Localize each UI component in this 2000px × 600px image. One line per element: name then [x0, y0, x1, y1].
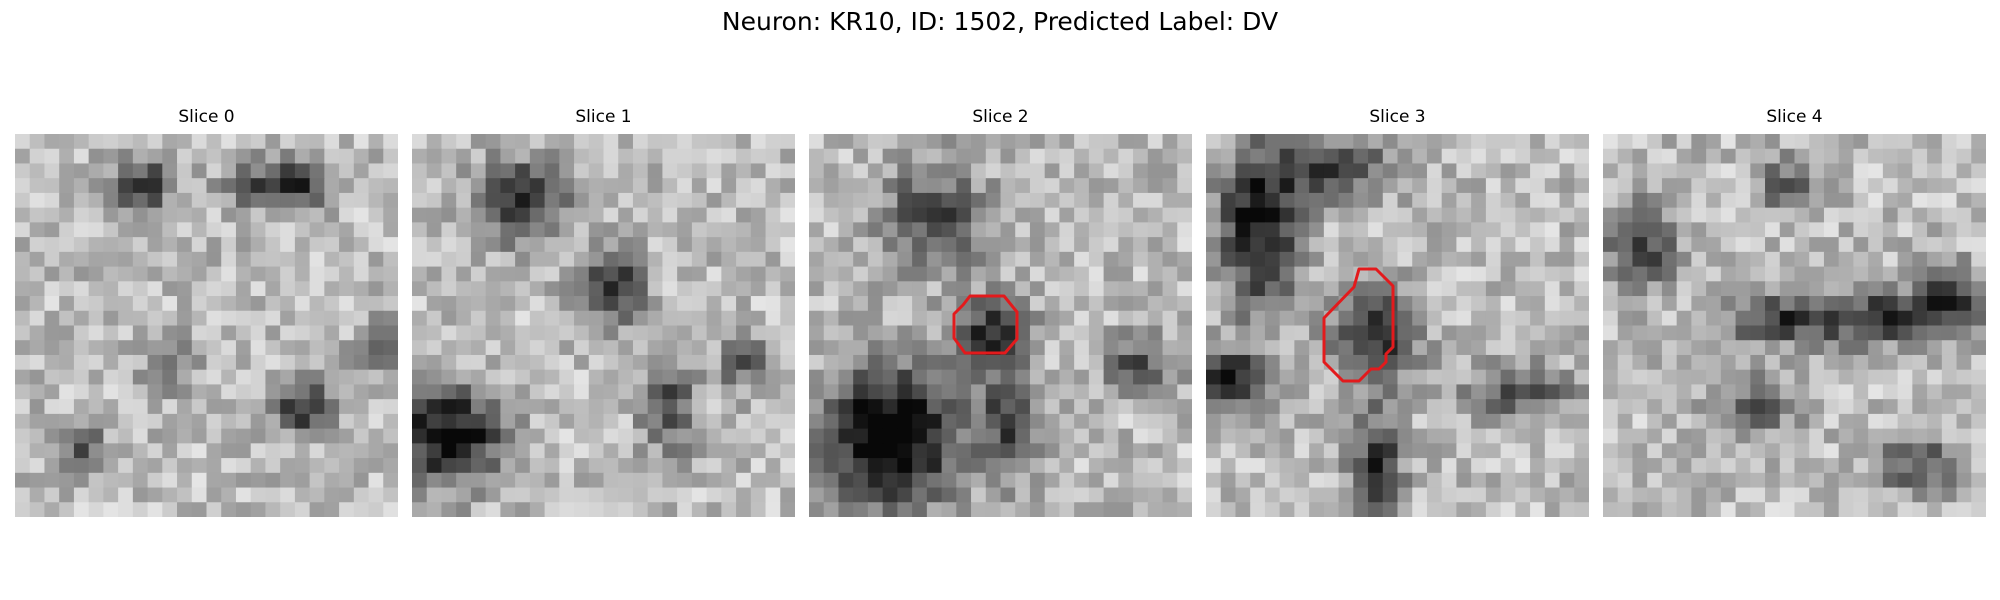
slice-title: Slice 2	[972, 107, 1029, 127]
slice-image	[412, 134, 795, 517]
slice-title: Slice 0	[178, 107, 235, 127]
slice-image	[1603, 134, 1986, 517]
slice-panel-3: Slice 3	[1206, 107, 1589, 517]
segmentation-outline	[1322, 267, 1395, 383]
figure-title: Neuron: KR10, ID: 1502, Predicted Label:…	[721, 7, 1279, 36]
slice-title: Slice 1	[575, 107, 632, 127]
slice-title: Slice 4	[1766, 107, 1823, 127]
segmentation-outline	[952, 294, 1019, 355]
slice-panel-1: Slice 1	[412, 107, 795, 517]
slice-panel-0: Slice 0	[15, 107, 398, 517]
slice-title: Slice 3	[1369, 107, 1426, 127]
slice-image	[809, 134, 1192, 517]
slice-image	[15, 134, 398, 517]
slice-panel-4: Slice 4	[1603, 107, 1986, 517]
slice-panel-2: Slice 2	[809, 107, 1192, 517]
slice-image	[1206, 134, 1589, 517]
